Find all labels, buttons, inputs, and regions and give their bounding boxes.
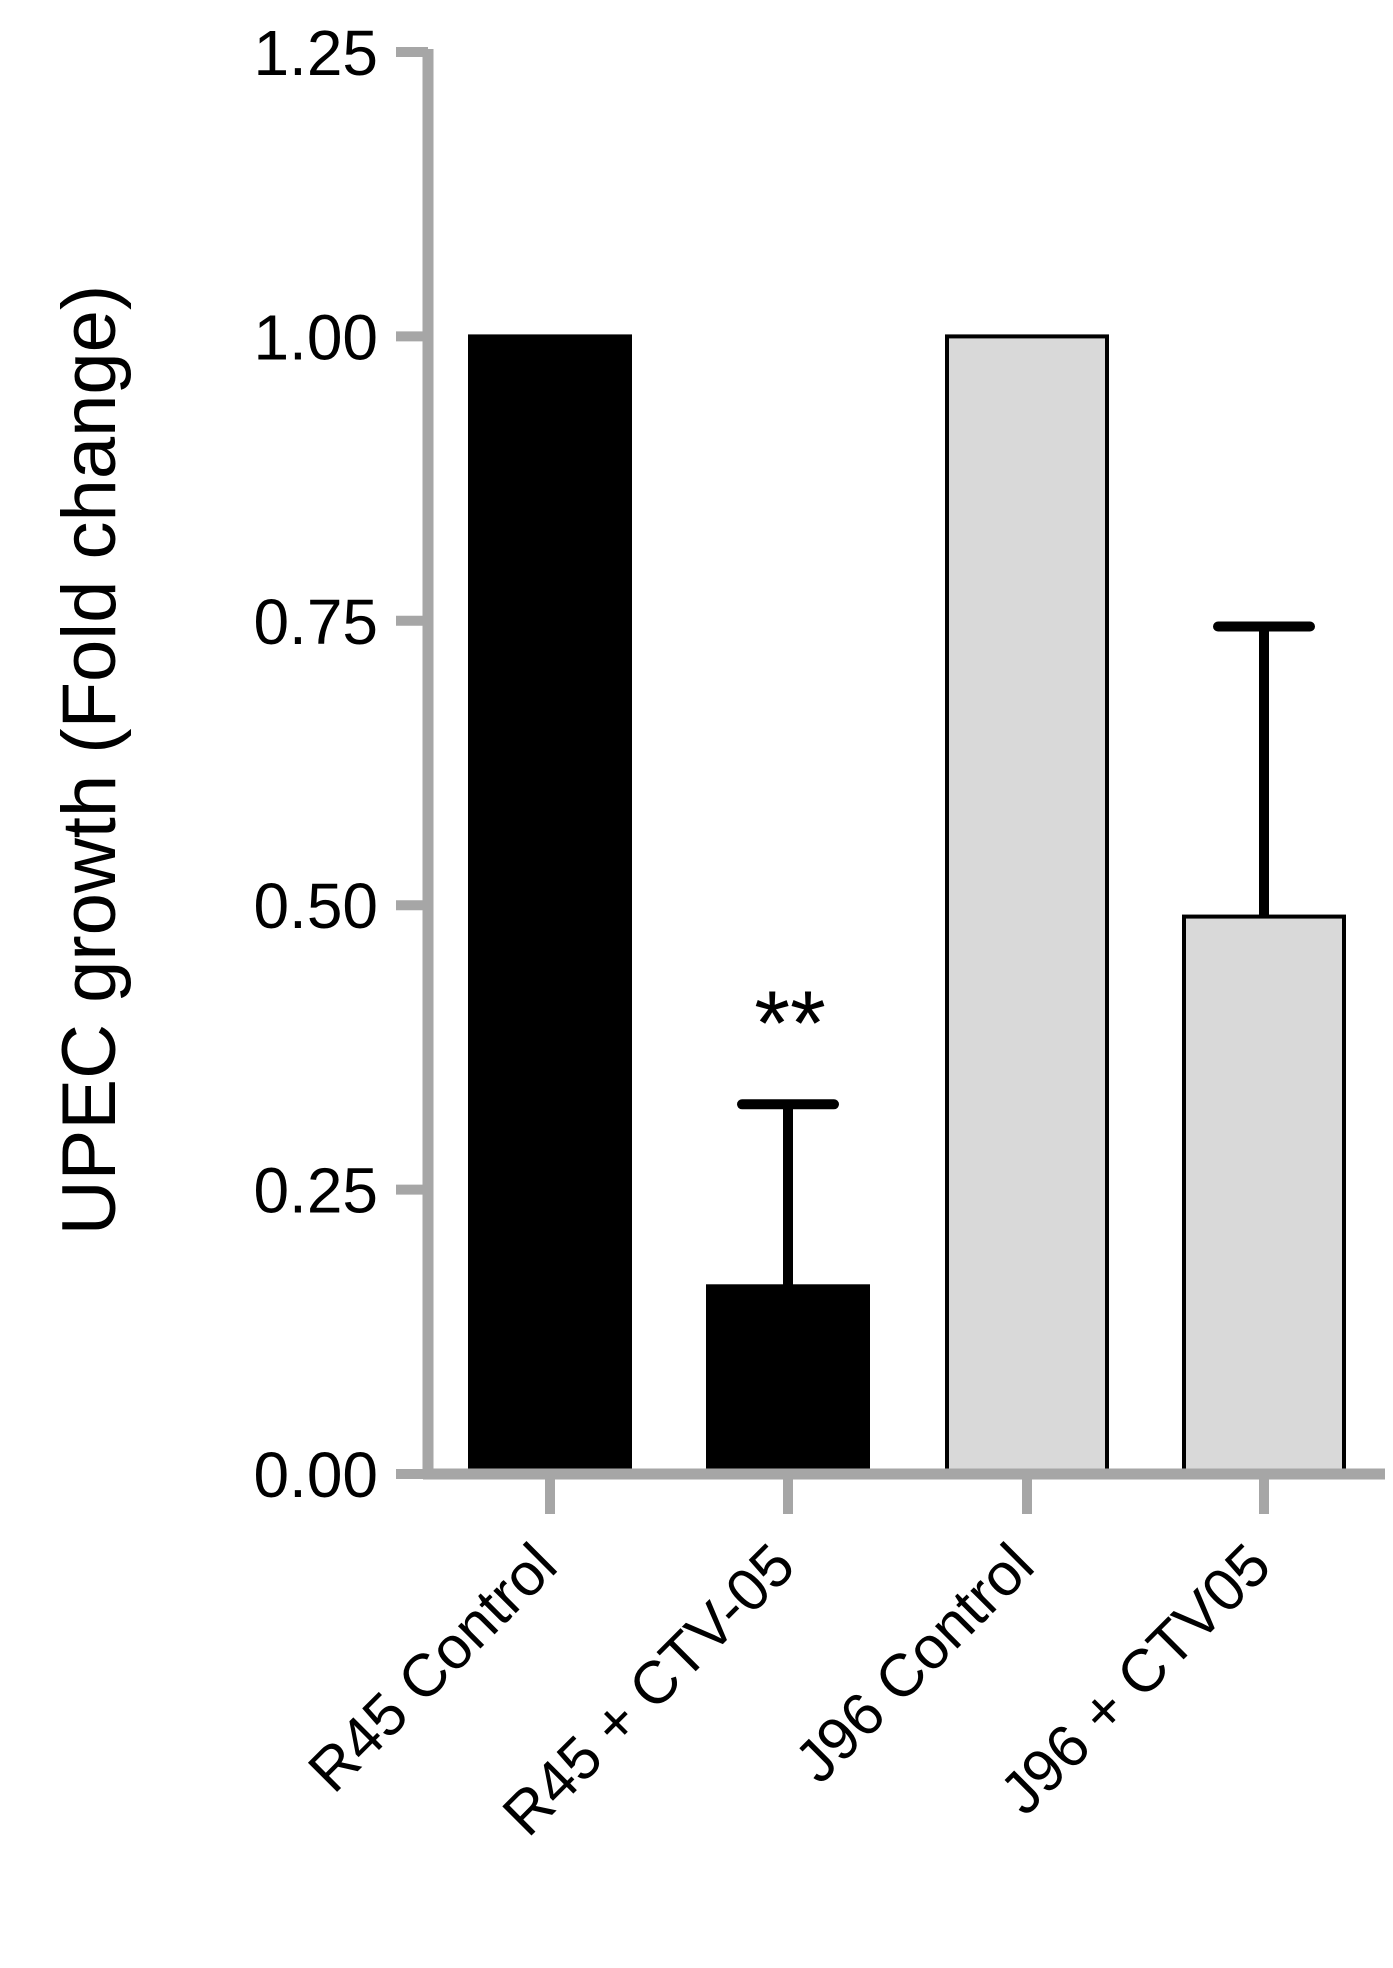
axes-layer	[396, 47, 1385, 1514]
significance-annotation-1: **	[754, 973, 826, 1075]
y-tick-label-0.25: 0.25	[253, 1155, 378, 1227]
bar-3	[945, 334, 1109, 1476]
y-tick-label-0.50: 0.50	[253, 870, 378, 942]
x-category-label-3: J96 Control	[782, 1531, 1046, 1795]
error-bars-layer	[737, 621, 1315, 1287]
y-tick-label-1.25: 1.25	[253, 17, 378, 89]
bar-2	[706, 1284, 870, 1477]
bar-1	[468, 334, 632, 1476]
bar-4	[1182, 914, 1346, 1476]
y-tick-label-1.00: 1.00	[253, 301, 378, 373]
y-axis-title: UPEC growth (Fold change)	[47, 285, 132, 1235]
y-tick-label-0.75: 0.75	[253, 586, 378, 658]
bars-layer	[468, 334, 1346, 1477]
y-tick-label-0.00: 0.00	[253, 1439, 378, 1511]
